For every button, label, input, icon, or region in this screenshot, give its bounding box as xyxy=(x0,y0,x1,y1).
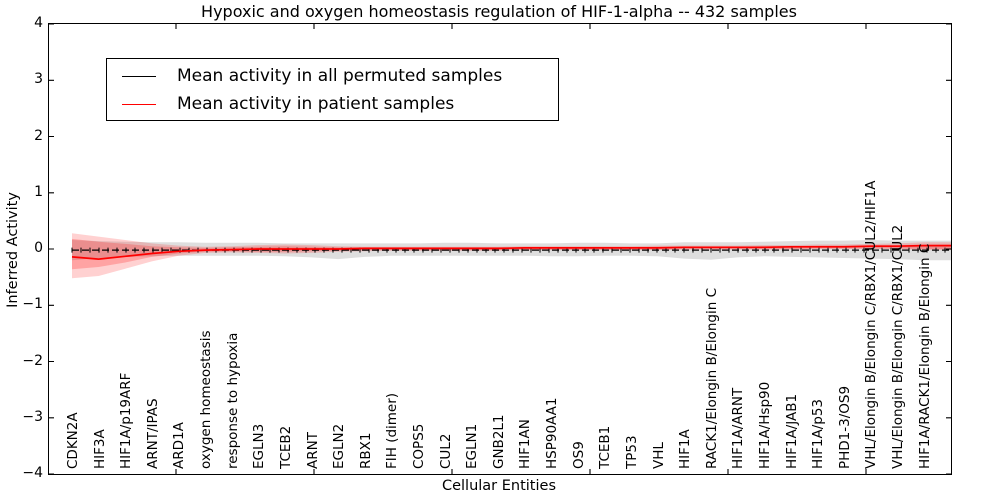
y-tick-label: 1 xyxy=(34,183,43,200)
y-tick-label: −3 xyxy=(22,408,43,425)
x-category-label: HSP90AA1 xyxy=(544,397,561,469)
x-category-label: CUL2 xyxy=(437,433,454,469)
red-line-swatch-icon xyxy=(122,103,156,105)
x-category-label: TCEB2 xyxy=(277,425,294,469)
x-category-label: CDKN2A xyxy=(65,412,81,469)
legend: Mean activity in all permuted samples Me… xyxy=(106,58,559,121)
x-category-label: HIF1AN xyxy=(517,419,534,469)
x-category-label: EGLN3 xyxy=(251,423,268,469)
x-category-label: PHD1-3/OS9 xyxy=(836,385,853,469)
axis-ticks xyxy=(49,24,951,474)
x-category-label: HIF3A xyxy=(91,429,108,469)
x-category-label: HIF1A/Hsp90 xyxy=(756,381,773,469)
chart-canvas xyxy=(49,24,951,474)
x-category-label: RACK1/Elongin B/Elongin C xyxy=(703,287,720,469)
x-category-label: HIF1A/p19ARF xyxy=(118,372,135,469)
x-category-label: ARD1A xyxy=(171,422,188,469)
x-category-label: ARNT/IPAS xyxy=(144,398,161,469)
legend-item-permuted: Mean activity in all permuted samples xyxy=(107,62,558,90)
permuted-samples-range xyxy=(72,240,951,261)
legend-item-patient: Mean activity in patient samples xyxy=(107,90,558,118)
x-category-label: VHL/Elongin B/Elongin C/RBX1/CUL2/HIF1A xyxy=(863,180,880,469)
x-category-label: oxygen homeostasis xyxy=(198,330,215,470)
y-tick-label: 0 xyxy=(34,240,43,256)
x-category-label: EGLN2 xyxy=(331,423,348,469)
y-tick-label: −2 xyxy=(22,352,43,369)
x-category-label: GNB2L1 xyxy=(490,414,507,469)
x-category-label: COPS5 xyxy=(410,423,427,469)
x-axis-label: Cellular Entities xyxy=(441,478,557,494)
x-category-label: RBX1 xyxy=(357,432,374,469)
x-category-label: HIF1A xyxy=(677,429,694,469)
y-tick-label: −4 xyxy=(22,465,43,481)
legend-label-patient: Mean activity in patient samples xyxy=(177,94,455,114)
x-category-label: HIF1A/JAB1 xyxy=(783,393,800,469)
x-category-label: VHL xyxy=(650,442,667,469)
permuted-mean-markers xyxy=(71,247,946,253)
x-category-label: FIH (dimer) xyxy=(384,392,401,469)
x-category-label: HIF1A/ARNT xyxy=(730,387,747,469)
chart-title: Hypoxic and oxygen homeostasis regulatio… xyxy=(201,2,797,21)
x-category-label: EGLN1 xyxy=(464,423,481,469)
y-tick-label: 2 xyxy=(34,127,43,144)
y-tick-label: 3 xyxy=(34,71,43,88)
x-category-label: ARNT xyxy=(304,432,321,469)
patient-samples-range-inner xyxy=(72,238,951,270)
x-category-label: HIF1A/p53 xyxy=(810,398,827,469)
x-category-label: TCEB1 xyxy=(597,425,614,469)
plot-area: Mean activity in all permuted samples Me… xyxy=(48,23,952,475)
y-tick-label: −1 xyxy=(22,296,43,313)
x-category-label: TP53 xyxy=(623,435,640,469)
x-category-label: HIF1A/RACK1/Elongin B/Elongin C xyxy=(916,243,933,469)
patient-mean-line xyxy=(71,244,951,260)
black-line-swatch-icon xyxy=(122,75,156,77)
legend-label-permuted: Mean activity in all permuted samples xyxy=(177,66,503,86)
x-category-label: response to hypoxia xyxy=(224,332,241,469)
x-category-label: VHL/Elongin B/Elongin C/RBX1/CUL2 xyxy=(890,224,907,469)
y-tick-label: 4 xyxy=(34,15,43,31)
x-category-label: OS9 xyxy=(570,441,587,469)
